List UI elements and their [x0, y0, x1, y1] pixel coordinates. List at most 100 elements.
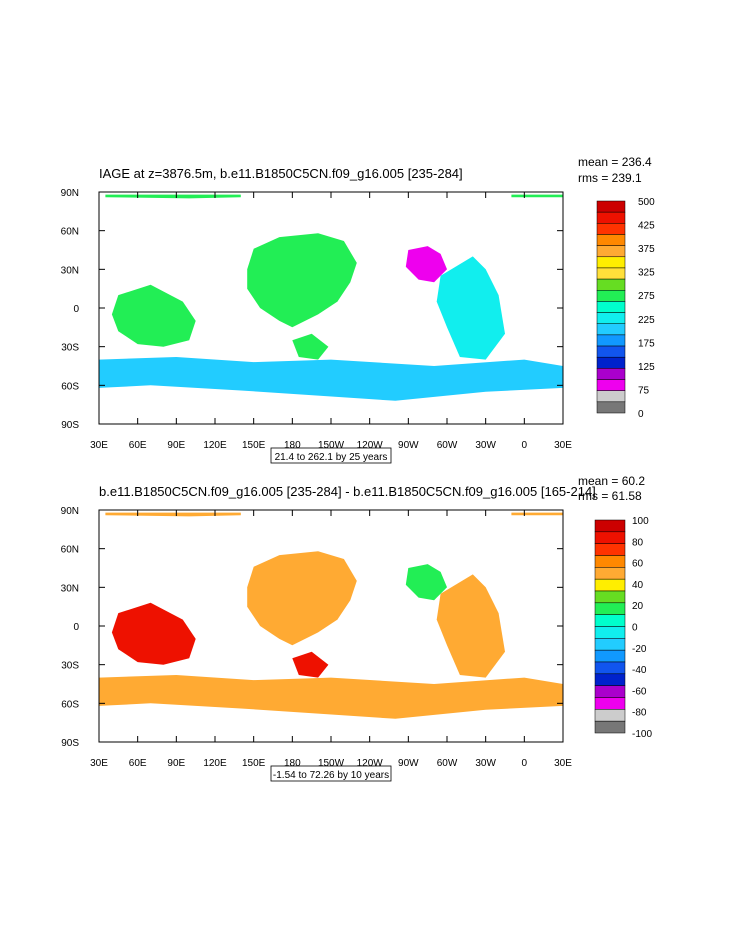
chart-panel-1: IAGE at z=3876.5m, b.e11.B1850C5CN.f09_g…	[61, 155, 655, 464]
y-tick-label: 60N	[61, 227, 79, 238]
colorbar-swatch	[596, 301, 626, 313]
colorbar-swatch	[596, 345, 626, 358]
colorbar-label: -40	[632, 665, 647, 676]
y-tick-label: 30S	[61, 661, 79, 672]
colorbar-swatch	[596, 234, 626, 246]
colorbar-swatch	[594, 697, 626, 710]
field-region-arctic	[105, 512, 241, 517]
colorbar-label: 75	[638, 385, 650, 396]
x-tick-label: 150E	[242, 758, 266, 769]
colorbar-label: 275	[638, 291, 655, 302]
x-tick-label: 0	[522, 758, 528, 769]
y-tick-label: 30N	[61, 583, 79, 594]
chart-title: IAGE at z=3876.5m, b.e11.B1850C5CN.f09_g…	[99, 166, 463, 181]
colorbar-swatch	[594, 626, 626, 639]
colorbar-swatch	[596, 245, 626, 258]
chart-title: b.e11.B1850C5CN.f09_g16.005 [235-284] - …	[99, 484, 596, 499]
colorbar-label: 225	[638, 315, 655, 326]
colorbar-swatch	[596, 278, 626, 291]
x-tick-label: 60W	[437, 440, 458, 451]
mean-label: mean = 236.4	[578, 155, 652, 169]
x-tick-label: 120W	[357, 440, 384, 451]
contour-info: -1.54 to 72.26 by 10 years	[273, 770, 389, 781]
field-region-arctic	[511, 194, 563, 198]
colorbar-swatch	[594, 578, 626, 592]
colorbar-label: 0	[632, 623, 638, 634]
x-tick-label: 30E	[554, 440, 572, 451]
mean-label: mean = 60.2	[578, 474, 645, 488]
colorbar-swatch	[594, 673, 626, 686]
field-layer	[99, 512, 563, 719]
colorbar-swatch	[596, 401, 626, 414]
x-tick-label: 150E	[242, 440, 266, 451]
y-tick-label: 90N	[61, 188, 79, 199]
colorbar-label: 125	[638, 362, 655, 373]
colorbar-label: 60	[632, 559, 644, 570]
field-region-southern-ocean	[99, 675, 563, 719]
colorbar-swatch	[594, 661, 626, 675]
x-tick-label: 180	[284, 758, 301, 769]
x-tick-label: 150W	[318, 440, 345, 451]
colorbar-swatch	[594, 555, 626, 568]
x-tick-label: 90W	[398, 440, 419, 451]
field-region-indian-ocean	[292, 651, 329, 678]
contour-info-box	[270, 765, 392, 782]
y-tick-label: 90S	[61, 738, 79, 749]
colorbar-swatch	[594, 590, 626, 604]
x-tick-label: 30W	[475, 440, 496, 451]
rms-label: rms = 61.58	[578, 489, 642, 503]
colorbar-swatch	[596, 312, 626, 324]
field-region-south-atlantic	[436, 574, 505, 678]
x-tick-label: 150W	[318, 758, 345, 769]
colorbar-swatch	[596, 390, 626, 403]
x-tick-label: 120W	[357, 758, 384, 769]
x-tick-label: 120E	[203, 440, 227, 451]
field-layer	[99, 194, 563, 401]
y-tick-label: 90S	[61, 420, 79, 431]
field-region-arctic	[511, 512, 563, 516]
colorbar-swatch	[594, 685, 626, 698]
x-tick-label: 60W	[437, 758, 458, 769]
y-tick-label: 90N	[61, 506, 79, 517]
x-tick-label: 90W	[398, 758, 419, 769]
colorbar-swatch	[594, 614, 626, 627]
colorbar-label: 500	[638, 197, 655, 208]
x-tick-label: 0	[522, 440, 528, 451]
colorbar-label: 20	[632, 601, 644, 612]
colorbar-swatch	[596, 223, 626, 235]
colorbar-label: 80	[632, 537, 644, 548]
field-region-north-pacific	[247, 551, 357, 646]
colorbar-label: 325	[638, 268, 655, 279]
colorbar-swatch	[596, 356, 626, 369]
colorbar-swatch	[596, 267, 626, 280]
colorbar-label: 0	[638, 409, 644, 420]
y-tick-label: 0	[73, 622, 79, 633]
field-region-north-atlantic	[405, 246, 447, 283]
colorbar-label: 175	[638, 338, 655, 349]
y-tick-label: 60N	[61, 545, 79, 556]
y-tick-label: 30N	[61, 265, 79, 276]
colorbar-swatch	[594, 720, 626, 734]
colorbar-label: -100	[632, 729, 652, 740]
colorbar-swatch	[596, 200, 626, 213]
field-region-arctic	[105, 194, 241, 199]
colorbar-swatch	[596, 290, 626, 302]
x-tick-label: 30E	[90, 440, 108, 451]
y-tick-label: 60S	[61, 381, 79, 392]
colorbar-label: 375	[638, 244, 655, 255]
colorbar-label: -60	[632, 686, 647, 697]
field-region-southern-ocean	[99, 357, 563, 401]
chart-panel-2: b.e11.B1850C5CN.f09_g16.005 [235-284] - …	[61, 474, 652, 782]
colorbar-swatch	[596, 368, 626, 380]
x-tick-label: 30E	[90, 758, 108, 769]
colorbar-swatch	[596, 323, 626, 336]
x-tick-label: 30W	[475, 758, 496, 769]
field-region-north-pacific	[247, 233, 357, 328]
colorbar-swatch	[594, 519, 626, 533]
x-tick-label: 90E	[167, 758, 185, 769]
field-region-north-atlantic	[405, 564, 447, 601]
colorbar-label: -80	[632, 708, 647, 719]
colorbar-swatch	[594, 649, 626, 663]
colorbar-swatch	[594, 531, 626, 544]
